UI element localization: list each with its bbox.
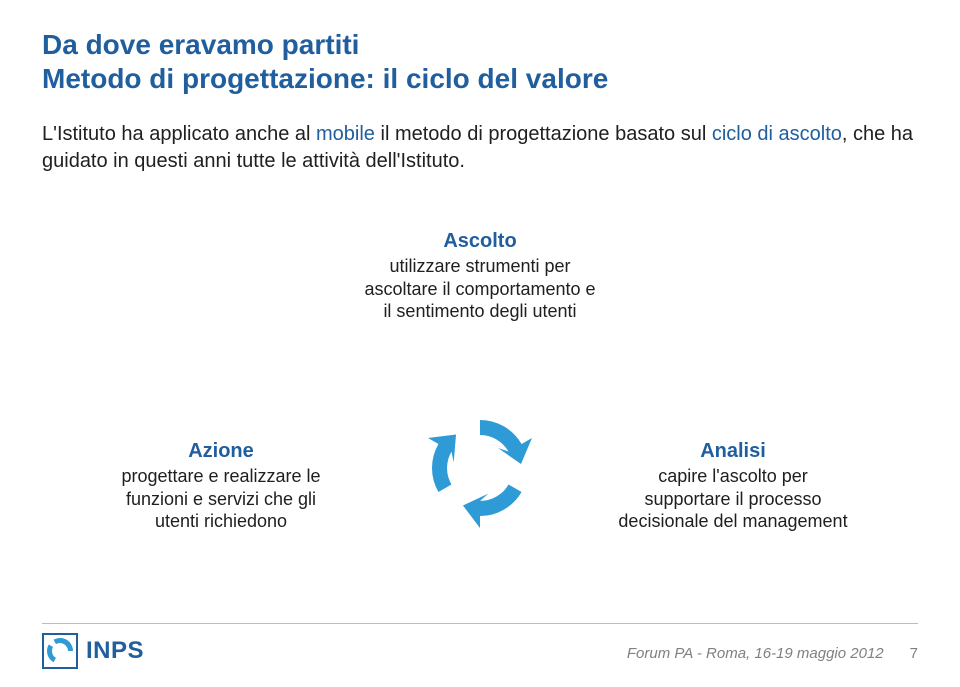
slide-container: Da dove eravamo partiti Metodo di proget… (0, 0, 960, 687)
title-line-2: Metodo di progettazione: il ciclo del va… (42, 62, 918, 96)
inps-logo: INPS (42, 633, 144, 669)
intro-text-b: il metodo di progettazione basato sul (375, 123, 712, 145)
block-ascolto: Ascolto utilizzare strumenti per ascolta… (336, 230, 624, 323)
footer-caption: Forum PA - Roma, 16-19 maggio 2012 (627, 645, 884, 662)
page-number: 7 (910, 645, 918, 662)
slide-footer: INPS Forum PA - Roma, 16-19 maggio 2012 … (0, 623, 960, 687)
block-azione-line1: progettare e realizzare le (76, 465, 366, 488)
block-analisi-line1: capire l'ascolto per (588, 465, 878, 488)
intro-text-a: L'Istituto ha applicato anche al (42, 123, 316, 145)
intro-keyword-ciclo: ciclo di ascolto (712, 123, 842, 145)
block-ascolto-line3: il sentimento degli utenti (336, 300, 624, 323)
footer-right: Forum PA - Roma, 16-19 maggio 2012 7 (627, 645, 918, 662)
block-analisi-line2: supportare il processo (588, 488, 878, 511)
block-azione-title: Azione (76, 440, 366, 463)
intro-paragraph: L'Istituto ha applicato anche al mobile … (42, 121, 918, 175)
title-line-1: Da dove eravamo partiti (42, 28, 918, 62)
block-analisi-line3: decisionale del management (588, 510, 878, 533)
intro-keyword-mobile: mobile (316, 123, 375, 145)
block-azione-line3: utenti richiedono (76, 510, 366, 533)
block-azione: Azione progettare e realizzare le funzio… (76, 440, 366, 533)
block-analisi-title: Analisi (588, 440, 878, 463)
block-analisi: Analisi capire l'ascolto per supportare … (588, 440, 878, 533)
diagram-area: Ascolto utilizzare strumenti per ascolta… (0, 230, 960, 590)
inps-logo-icon (42, 633, 78, 669)
block-ascolto-line1: utilizzare strumenti per (336, 255, 624, 278)
block-ascolto-line2: ascoltare il comportamento e (336, 278, 624, 301)
inps-logo-text: INPS (86, 637, 144, 665)
cycle-arrows-icon (420, 408, 540, 528)
block-ascolto-title: Ascolto (336, 230, 624, 253)
block-azione-line2: funzioni e servizi che gli (76, 488, 366, 511)
footer-divider (42, 623, 918, 624)
